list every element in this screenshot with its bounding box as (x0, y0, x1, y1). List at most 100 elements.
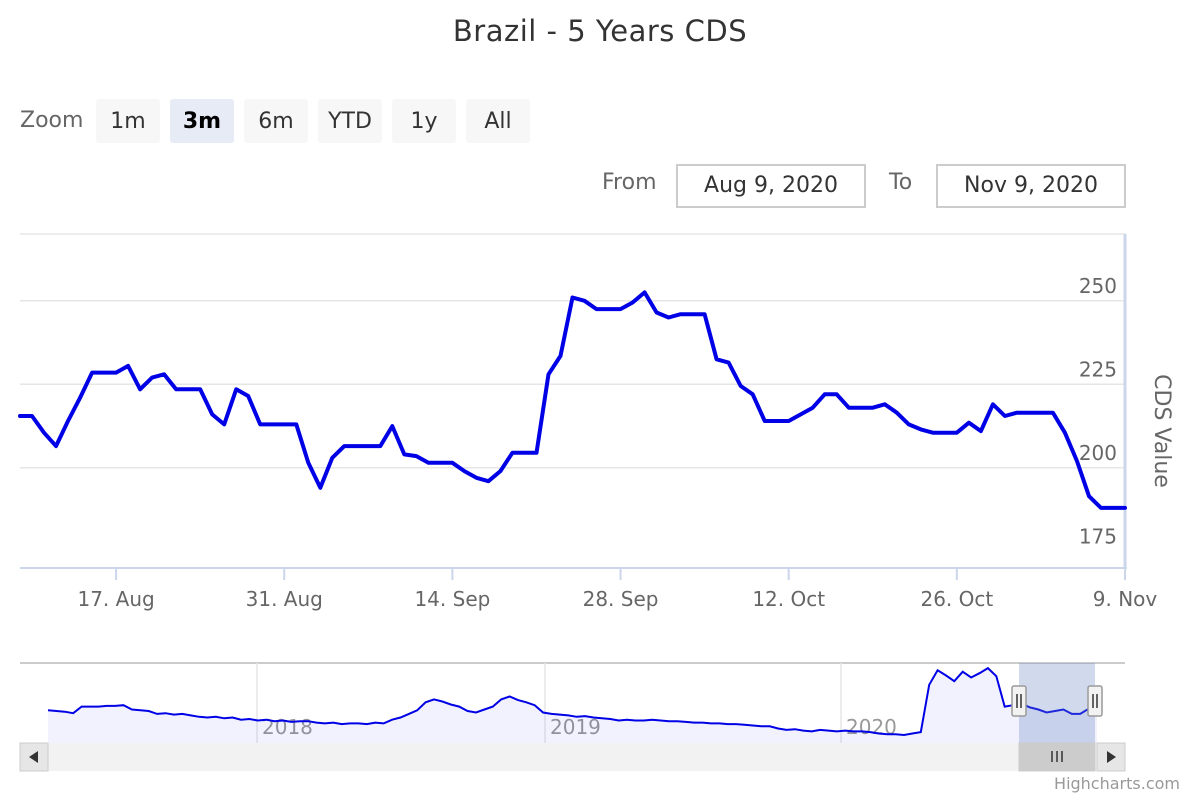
data-point-2020-09-29 (631, 301, 635, 305)
credits-link[interactable]: Highcharts.com (1054, 774, 1180, 793)
data-point-2020-09-14 (450, 461, 454, 465)
data-point-2020-09-02 (306, 461, 310, 465)
handle-box[interactable] (1011, 685, 1027, 717)
data-point-2020-09-01 (294, 422, 298, 426)
from-date-input[interactable]: Aug 9, 2020 (676, 164, 866, 208)
data-point-2020-09-13 (438, 461, 442, 465)
y-tick-label-250: 250 (1079, 274, 1117, 298)
data-point-2020-09-16 (474, 476, 478, 480)
data-point-2020-10-01 (655, 311, 659, 315)
axes-layer: 175 200 225 250 17. Aug 31. Aug 14. Sep 28. Sep… (20, 234, 1174, 611)
data-point-2020-08-21 (162, 372, 166, 376)
data-point-2020-09-05 (342, 444, 346, 448)
data-point-2020-08-24 (198, 387, 202, 391)
data-point-2020-10-04 (691, 312, 695, 316)
data-point-2020-10-18 (859, 406, 863, 410)
data-point-2020-08-20 (150, 376, 154, 380)
data-point-2020-10-03 (679, 312, 683, 316)
data-point-2020-09-10 (402, 452, 406, 456)
data-point-2020-09-25 (583, 299, 587, 303)
scroll-left-button[interactable] (19, 742, 49, 772)
data-point-2020-09-21 (535, 451, 539, 455)
scrollbar-thumb[interactable] (1018, 742, 1096, 772)
x-tick-label-2020-09-28: 28. Sep (583, 587, 659, 611)
data-point-2020-08-10 (30, 414, 34, 418)
data-point-2020-10-31 (1015, 411, 1019, 415)
data-point-2020-09-23 (559, 354, 563, 358)
x-tick-label-2020-08-17: 17. Aug (77, 587, 154, 611)
y-tick-label-225: 225 (1079, 357, 1117, 381)
navigator-selection[interactable] (1019, 663, 1095, 743)
scrollbar-track[interactable] (20, 743, 1125, 771)
data-point-2020-10-14 (811, 406, 815, 410)
navigator-handle-left[interactable] (1011, 685, 1027, 717)
data-point-2020-08-26 (222, 422, 226, 426)
zoom-button-ytd[interactable]: YTD (318, 99, 382, 143)
x-tick-label-2020-10-12: 12. Oct (752, 587, 825, 611)
data-point-2020-10-06 (715, 357, 719, 361)
zoom-button-6m[interactable]: 6m (244, 99, 308, 143)
data-point-2020-10-25 (943, 431, 947, 435)
navigator-series-line (47, 666, 1098, 737)
data-point-2020-08-11 (42, 431, 46, 435)
data-point-2020-09-09 (390, 424, 394, 428)
data-point-2020-10-29 (991, 402, 995, 406)
x-tick-label-2020-10-26: 26. Oct (920, 587, 993, 611)
x-tick-label-2020-08-31: 31. Aug (246, 587, 323, 611)
x-tick-label-2020-09-14: 14. Sep (414, 587, 490, 611)
data-point-2020-09-08 (378, 444, 382, 448)
data-point-2020-09-20 (523, 451, 527, 455)
zoom-button-1m[interactable]: 1m (96, 99, 160, 143)
data-point-2020-09-18 (498, 469, 502, 473)
scroll-right-button[interactable] (1096, 742, 1126, 772)
data-point-2020-08-28 (246, 394, 250, 398)
data-point-2020-11-07 (1099, 506, 1103, 510)
data-point-2020-09-07 (366, 444, 370, 448)
data-point-2020-11-01 (1027, 411, 1031, 415)
data-point-2020-08-23 (186, 387, 190, 391)
data-point-2020-10-09 (751, 392, 755, 396)
from-label: From (602, 170, 657, 195)
navigator-background (20, 663, 1125, 743)
data-point-2020-09-04 (330, 456, 334, 460)
data-point-2020-11-05 (1075, 459, 1079, 463)
handle-box[interactable] (1087, 685, 1103, 717)
data-point-2020-09-26 (595, 307, 599, 311)
data-point-2020-08-27 (234, 387, 238, 391)
data-point-2020-09-24 (571, 296, 575, 300)
scroll-left-button-bg[interactable] (19, 742, 49, 772)
cds-series-line (18, 290, 1127, 510)
grip-lines-icon (1051, 751, 1063, 762)
zoom-label: Zoom (20, 108, 84, 133)
data-point-2020-10-30 (1003, 414, 1007, 418)
zoom-button-3m[interactable]: 3m (170, 99, 234, 143)
data-point-2020-09-27 (607, 307, 611, 311)
data-point-2020-10-21 (895, 411, 899, 415)
data-point-2020-08-12 (54, 444, 58, 448)
data-point-2020-10-28 (979, 429, 983, 433)
data-point-2020-08-15 (90, 371, 94, 375)
navigator-area (48, 668, 1097, 743)
data-point-2020-10-26 (955, 431, 959, 435)
data-point-2020-11-03 (1051, 411, 1055, 415)
data-point-2020-09-22 (547, 372, 551, 376)
to-date-input[interactable]: Nov 9, 2020 (936, 164, 1126, 208)
data-point-2020-10-20 (883, 402, 887, 406)
navigator[interactable]: 2018 2019 2020 (20, 662, 1125, 743)
arrow-left-icon (29, 751, 38, 763)
navigator-handle-right[interactable] (1087, 685, 1103, 717)
data-point-2020-08-30 (270, 422, 274, 426)
arrow-right-icon (1107, 751, 1116, 763)
data-point-2020-09-28 (619, 307, 623, 311)
y-axis-title: CDS Value (1149, 374, 1174, 488)
zoom-button-1y[interactable]: 1y (392, 99, 456, 143)
zoom-button-all[interactable]: All (466, 99, 530, 143)
data-point-2020-08-13 (66, 419, 70, 423)
scroll-right-button-bg[interactable] (1096, 742, 1126, 772)
data-point-2020-08-22 (174, 387, 178, 391)
series-layer (18, 290, 1127, 510)
scrollbar[interactable] (19, 742, 1126, 772)
data-point-2020-09-19 (510, 451, 514, 455)
data-point-2020-11-06 (1087, 494, 1091, 498)
